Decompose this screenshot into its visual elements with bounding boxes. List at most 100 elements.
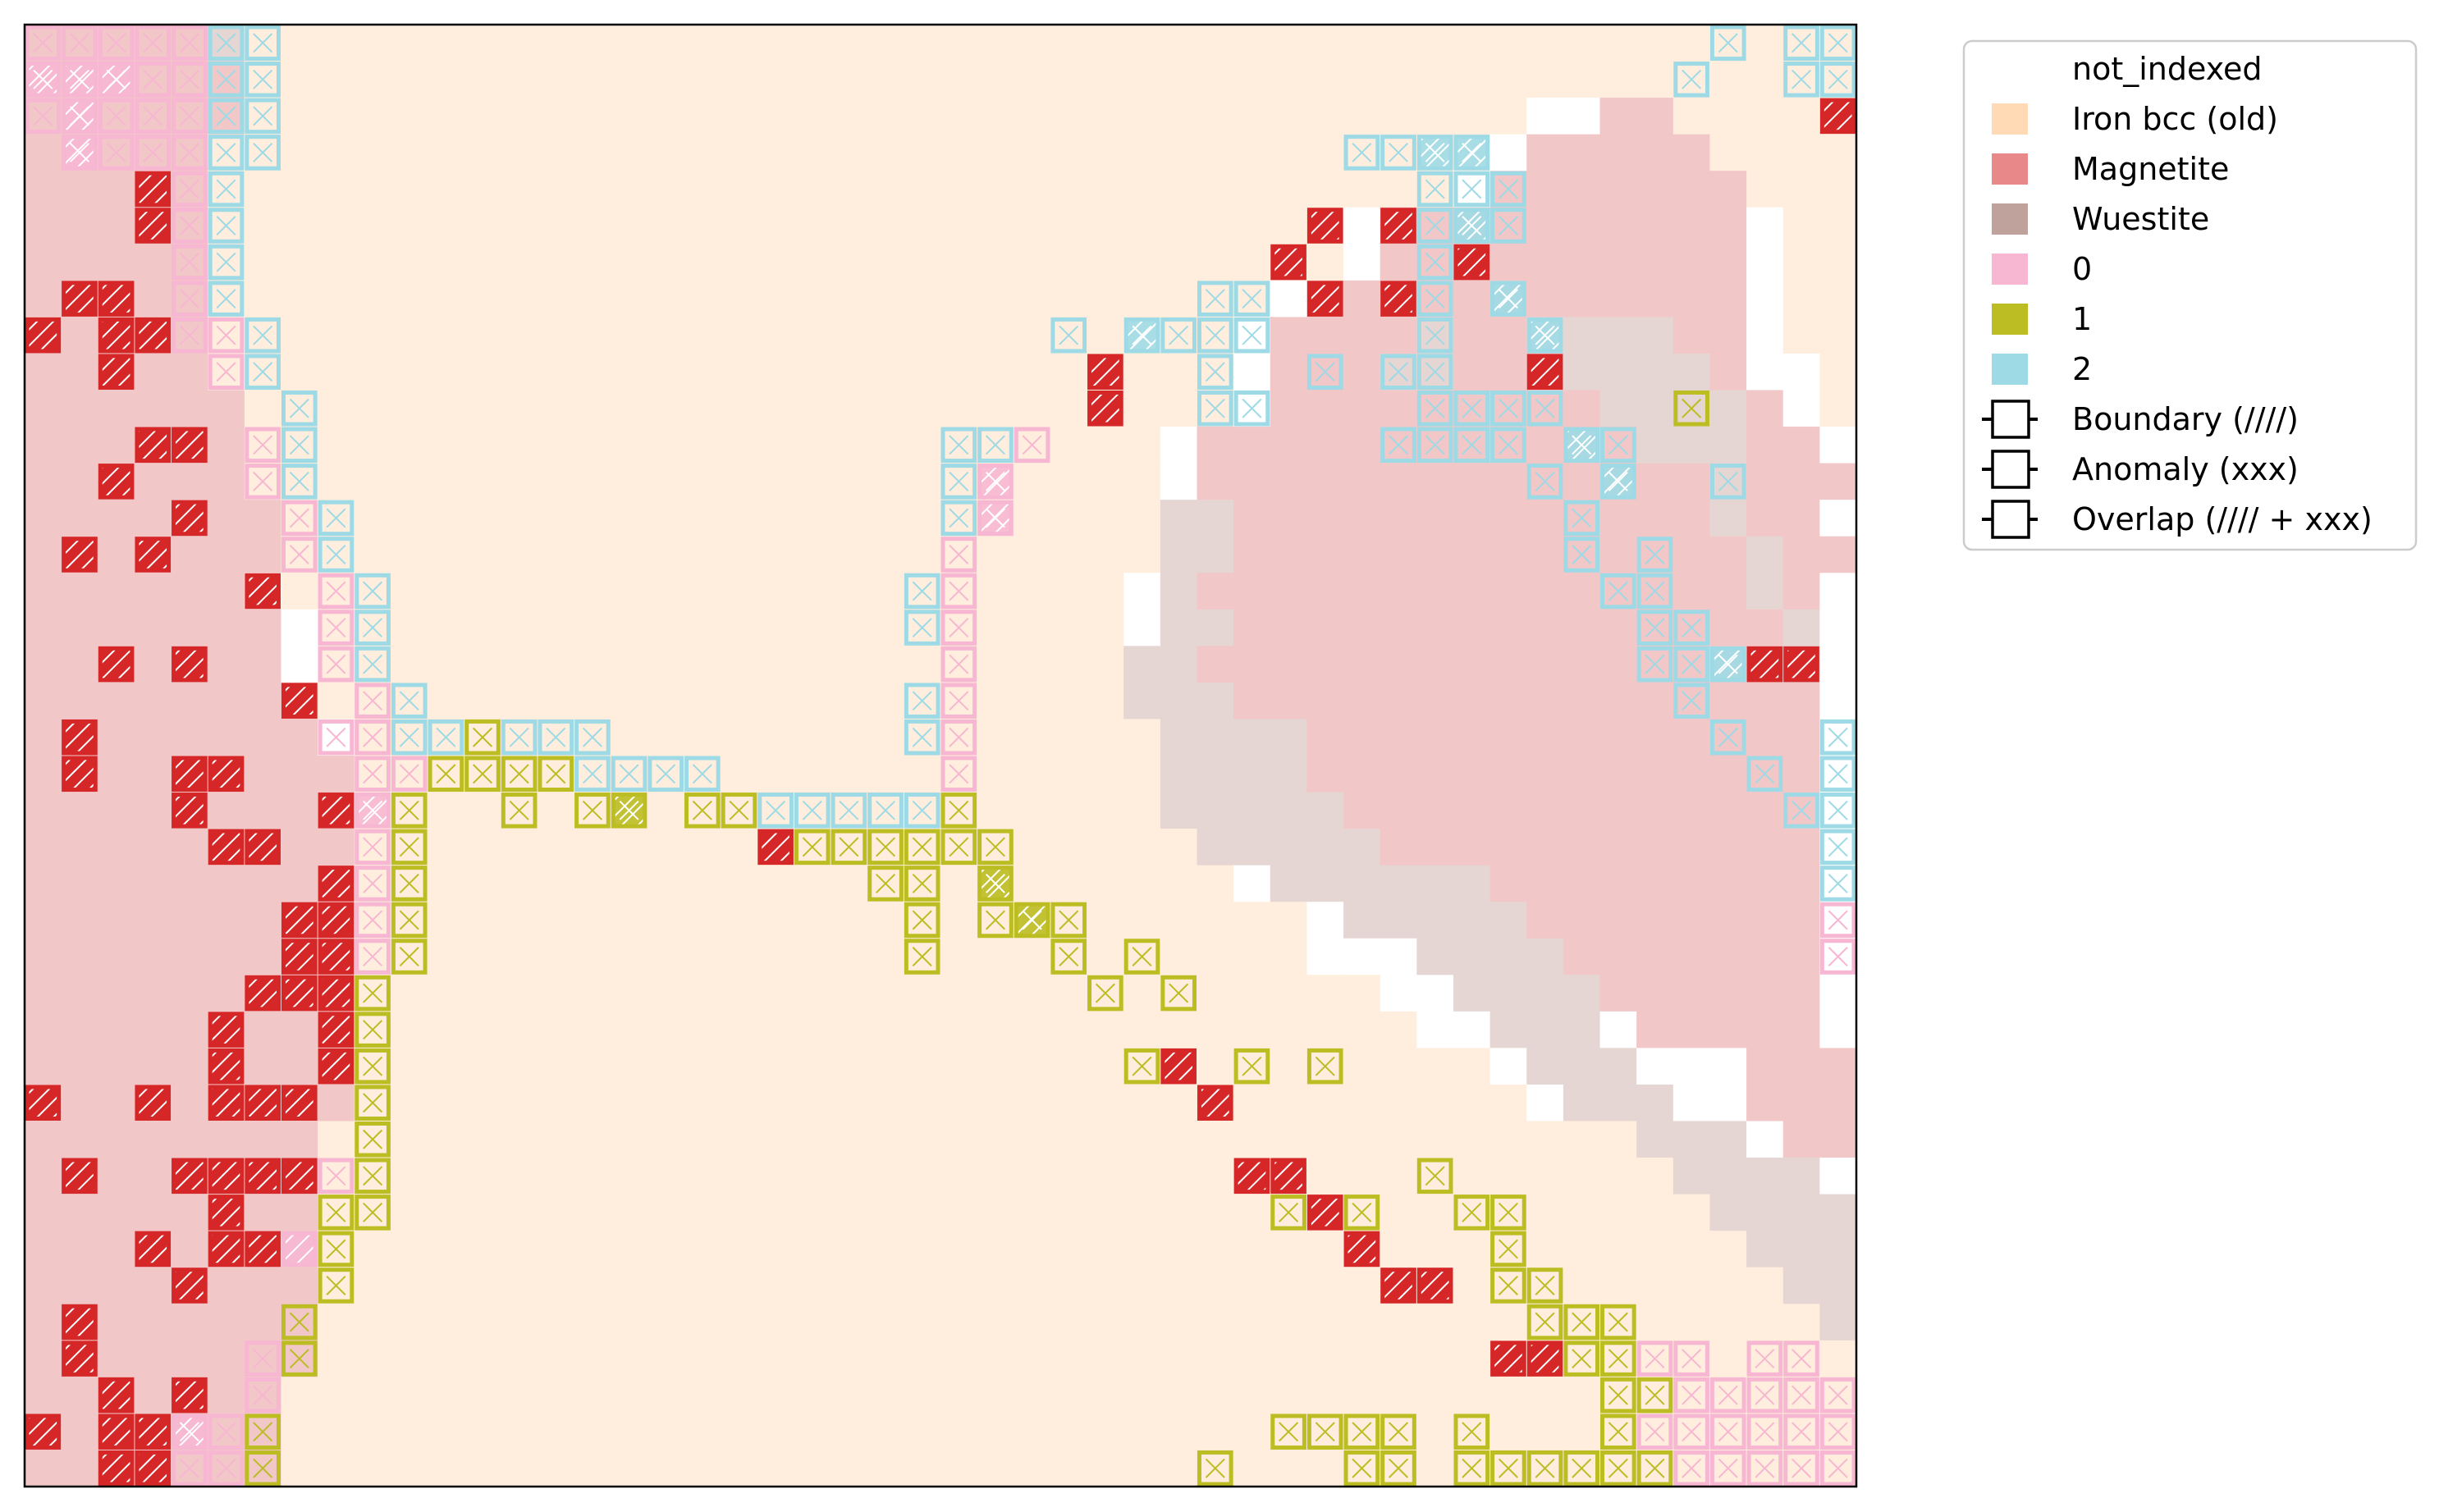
phase-cell-magnetite (98, 975, 135, 1012)
phase-cell-not-indexed (1123, 609, 1161, 646)
phase-cell-iron-bcc-old- (1709, 134, 1747, 171)
phase-cell-iron-bcc-old- (1380, 1340, 1417, 1377)
phase-cell-iron-bcc-old- (1160, 1084, 1198, 1122)
phase-cell-iron-bcc-old- (940, 1304, 978, 1341)
phase-cell-magnetite (98, 1011, 135, 1048)
phase-cell-iron-bcc-old- (940, 1158, 978, 1195)
phase-cell-iron-bcc-old- (1087, 646, 1124, 683)
phase-cell-iron-bcc-old- (794, 1084, 831, 1122)
phase-cell-magnetite (171, 609, 208, 646)
phase-cell-magnetite (208, 902, 245, 939)
legend-label: Boundary (////) (2072, 401, 2299, 437)
phase-cell-iron-bcc-old- (1636, 25, 1674, 62)
phase-cell-iron-bcc-old- (1123, 500, 1161, 537)
phase-cell-magnetite (208, 719, 245, 756)
phase-cell-iron-bcc-old- (1563, 1194, 1601, 1231)
phase-cell-magnetite (1489, 573, 1527, 610)
marker-cell (1343, 1414, 1380, 1450)
marker-cell (172, 756, 208, 793)
marker-cell (1673, 1341, 1709, 1377)
phase-cell-iron-bcc-old- (537, 573, 575, 610)
phase-cell-iron-bcc-old- (1270, 25, 1307, 62)
phase-cell-iron-bcc-old- (1123, 865, 1161, 902)
marker-cell (1819, 1450, 1856, 1487)
phase-cell-iron-bcc-old- (977, 134, 1014, 171)
phase-cell-iron-bcc-old- (1087, 756, 1124, 793)
phase-cell-iron-bcc-old- (831, 1304, 868, 1341)
legend-item: Iron bcc (old) (1992, 101, 2278, 137)
phase-cell-magnetite (1416, 682, 1454, 720)
marker-cell (1416, 171, 1453, 208)
phase-cell-iron-bcc-old- (684, 536, 721, 573)
phase-cell-iron-bcc-old- (1050, 756, 1088, 793)
marker-cell (1819, 62, 1856, 98)
marker-cell (1453, 1195, 1490, 1231)
phase-cell-iron-bcc-old- (428, 98, 465, 135)
phase-cell-magnetite (134, 1048, 172, 1085)
phase-cell-magnetite (1270, 463, 1307, 500)
phase-cell-iron-bcc-old- (501, 427, 538, 464)
phase-cell-wuestite (1526, 1011, 1564, 1048)
phase-cell-iron-bcc-old- (1014, 463, 1051, 500)
phase-cell-iron-bcc-old- (1014, 536, 1051, 573)
phase-cell-iron-bcc-old- (831, 938, 868, 975)
marker-cell (245, 1158, 281, 1195)
phase-cell-magnetite (61, 792, 98, 829)
phase-cell-iron-bcc-old- (867, 1194, 904, 1231)
phase-cell-iron-bcc-old- (464, 134, 501, 171)
phase-cell-iron-bcc-old- (831, 207, 868, 244)
phase-cell-iron-bcc-old- (1380, 1377, 1417, 1414)
phase-cell-magnetite (25, 1011, 62, 1048)
marker-cell (25, 62, 62, 98)
phase-cell-iron-bcc-old- (611, 1194, 648, 1231)
phase-cell-iron-bcc-old- (464, 682, 501, 720)
phase-cell-magnetite (1636, 134, 1674, 171)
phase-cell-iron-bcc-old- (1197, 865, 1234, 902)
marker-cell (1087, 391, 1123, 427)
legend-label: Magnetite (2072, 151, 2229, 187)
phase-cell-iron-bcc-old- (611, 25, 648, 62)
phase-cell-iron-bcc-old- (1819, 280, 1857, 317)
marker-cell (1197, 1085, 1233, 1121)
phase-cell-iron-bcc-old- (831, 1194, 868, 1231)
phase-cell-iron-bcc-old- (1050, 536, 1088, 573)
phase-cell-iron-bcc-old- (647, 573, 685, 610)
phase-cell-iron-bcc-old- (1453, 1340, 1491, 1377)
phase-cell-iron-bcc-old- (1746, 98, 1784, 135)
phase-cell-magnetite (1489, 865, 1527, 902)
phase-cell-iron-bcc-old- (904, 1158, 941, 1195)
phase-cell-iron-bcc-old- (721, 1084, 758, 1122)
phase-cell-iron-bcc-old- (721, 500, 758, 537)
marker-cell (208, 62, 245, 98)
phase-cell-iron-bcc-old- (428, 573, 465, 610)
phase-cell-not-indexed (1746, 280, 1784, 317)
phase-cell-iron-bcc-old- (1563, 1158, 1601, 1195)
phase-cell-iron-bcc-old- (1014, 646, 1051, 683)
phase-cell-magnetite (171, 865, 208, 902)
phase-cell-iron-bcc-old- (1270, 1011, 1307, 1048)
phase-cell-iron-bcc-old- (1087, 902, 1124, 939)
phase-cell-iron-bcc-old- (1416, 98, 1454, 135)
phase-cell-magnetite (25, 1231, 62, 1268)
legend-swatch (1992, 203, 2028, 235)
phase-cell-iron-bcc-old- (647, 171, 685, 208)
phase-cell-wuestite (1673, 353, 1711, 391)
phase-cell-iron-bcc-old- (464, 1121, 501, 1158)
phase-cell-wuestite (1526, 1048, 1564, 1085)
marker-cell (1746, 1377, 1783, 1414)
marker-cell (281, 464, 318, 500)
phase-cell-iron-bcc-old- (757, 98, 795, 135)
marker-cell (1416, 1158, 1453, 1195)
marker-cell (1600, 464, 1636, 500)
phase-cell-iron-bcc-old- (757, 1011, 795, 1048)
phase-cell-iron-bcc-old- (354, 98, 391, 135)
phase-cell-magnetite (281, 1011, 318, 1048)
phase-cell-iron-bcc-old- (831, 390, 868, 427)
marker-cell (1783, 1450, 1819, 1487)
phase-cell-wuestite (1782, 1194, 1820, 1231)
phase-cell-not-indexed (1819, 646, 1857, 683)
marker-cell (245, 1377, 281, 1414)
phase-cell-wuestite (1599, 353, 1637, 391)
phase-cell-iron-bcc-old- (1819, 244, 1857, 281)
phase-cell-iron-bcc-old- (1270, 975, 1307, 1012)
